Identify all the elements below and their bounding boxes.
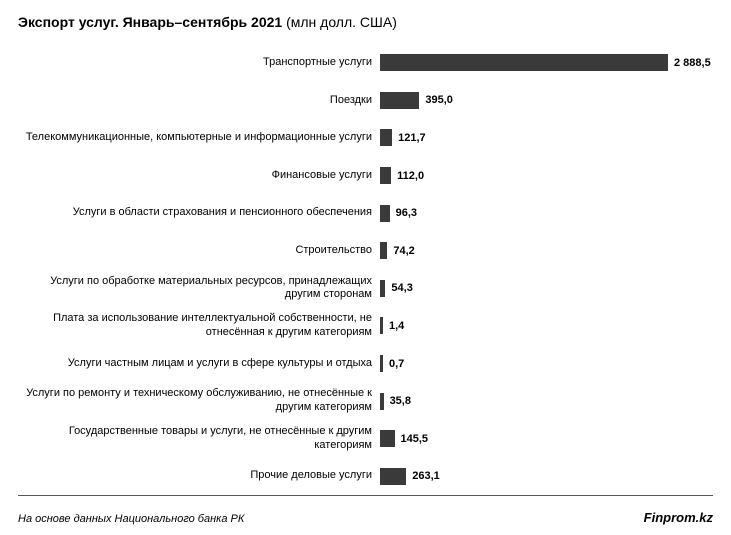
bar [380, 317, 383, 334]
category-label: Услуги по ремонту и техническому обслужи… [18, 387, 380, 415]
value-label: 395,0 [425, 94, 453, 106]
category-label: Поездки [18, 94, 380, 108]
bar [380, 393, 384, 410]
bar [380, 205, 390, 222]
value-label: 0,7 [389, 358, 404, 370]
bar [380, 242, 387, 259]
bar-zone: 54,3 [380, 270, 713, 308]
bar-zone: 74,2 [380, 232, 713, 270]
chart-row: Поездки 395,0 [18, 82, 713, 120]
category-label: Услуги частным лицам и услуги в сфере ку… [18, 357, 380, 371]
bar [380, 92, 419, 109]
value-label: 1,4 [389, 320, 404, 332]
bar-zone: 121,7 [380, 119, 713, 157]
chart-title: Экспорт услуг. Январь–сентябрь 2021 (млн… [18, 14, 713, 30]
chart-title-unit: (млн долл. США) [286, 14, 397, 30]
category-label: Услуги по обработке материальных ресурсо… [18, 275, 380, 303]
chart-row: Услуги по обработке материальных ресурсо… [18, 270, 713, 308]
value-label: 145,5 [401, 433, 429, 445]
bar-zone: 112,0 [380, 157, 713, 195]
value-label: 54,3 [391, 282, 412, 294]
category-label: Плата за использование интеллектуальной … [18, 312, 380, 340]
value-label: 2 888,5 [674, 57, 711, 69]
category-label: Финансовые услуги [18, 169, 380, 183]
category-label: Прочие деловые услуги [18, 469, 380, 483]
value-label: 74,2 [393, 245, 414, 257]
value-label: 35,8 [390, 395, 411, 407]
bar [380, 280, 385, 297]
chart-row: Услуги частным лицам и услуги в сфере ку… [18, 345, 713, 383]
brand-mark: Finprom.kz [644, 510, 713, 525]
category-label: Услуги в области страхования и пенсионно… [18, 206, 380, 220]
chart-row: Услуги по ремонту и техническому обслужи… [18, 382, 713, 420]
chart-row: Строительство 74,2 [18, 232, 713, 270]
bar [380, 355, 383, 372]
chart-row: Транспортные услуги 2 888,5 [18, 44, 713, 82]
bar-zone: 96,3 [380, 194, 713, 232]
value-label: 112,0 [397, 170, 424, 182]
value-label: 263,1 [412, 470, 440, 482]
bar-zone: 145,5 [380, 420, 713, 458]
category-label: Телекоммуникационные, компьютерные и инф… [18, 131, 380, 145]
bar-zone: 1,4 [380, 307, 713, 345]
category-label: Строительство [18, 244, 380, 258]
chart-row: Плата за использование интеллектуальной … [18, 307, 713, 345]
chart-row: Государственные товары и услуги, не отне… [18, 420, 713, 458]
chart-footer: На основе данных Национального банка РК … [18, 510, 713, 525]
category-label: Транспортные услуги [18, 56, 380, 70]
value-label: 96,3 [396, 207, 417, 219]
bar-zone: 263,1 [380, 458, 713, 496]
value-label: 121,7 [398, 132, 426, 144]
bar-zone: 2 888,5 [380, 44, 713, 82]
bar-zone: 35,8 [380, 382, 713, 420]
chart-row: Прочие деловые услуги 263,1 [18, 458, 713, 496]
bar [380, 468, 406, 485]
bar [380, 167, 391, 184]
bar-zone: 395,0 [380, 82, 713, 120]
bar [380, 129, 392, 146]
chart-title-main: Экспорт услуг. Январь–сентябрь 2021 [18, 14, 282, 30]
source-note: На основе данных Национального банка РК [18, 513, 244, 525]
bar-zone: 0,7 [380, 345, 713, 383]
chart-row: Финансовые услуги 112,0 [18, 157, 713, 195]
bar [380, 430, 395, 447]
chart-row: Телекоммуникационные, компьютерные и инф… [18, 119, 713, 157]
bar-chart: Транспортные услуги 2 888,5 Поездки 395,0 Те… [18, 44, 713, 496]
category-label: Государственные товары и услуги, не отне… [18, 425, 380, 453]
bar [380, 54, 668, 71]
chart-row: Услуги в области страхования и пенсионно… [18, 194, 713, 232]
